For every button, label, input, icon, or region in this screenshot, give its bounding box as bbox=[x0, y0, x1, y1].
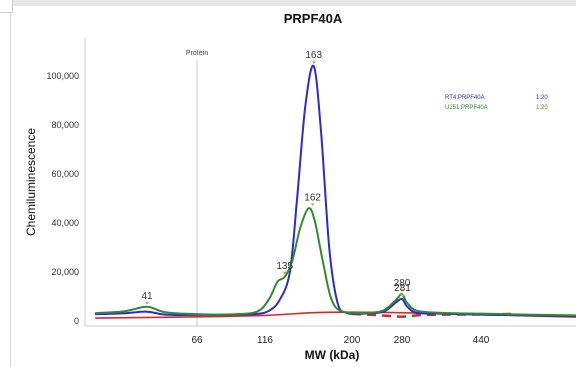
peak-label-41: 41 bbox=[141, 291, 153, 302]
peak-label-162: 162 bbox=[304, 192, 321, 203]
peak-label-163: 163 bbox=[305, 50, 322, 61]
peak-label-281: 281 bbox=[394, 283, 411, 294]
legend-entry-dilution: 1:20 bbox=[536, 105, 548, 111]
y-tick-label: 20,000 bbox=[51, 267, 79, 277]
window-corner bbox=[0, 0, 13, 13]
legend: RT4:PRPF40A 1:20 U251:PRPF40A 1:20 bbox=[445, 95, 548, 111]
peak-marker-281 bbox=[400, 293, 405, 297]
marker-layer: Protein bbox=[186, 50, 208, 326]
y-tick-labels: 0 20,000 40,000 60,000 80,000 100,000 bbox=[46, 71, 79, 326]
y-tick-label: 100,000 bbox=[46, 71, 79, 81]
series-line-rt4 bbox=[94, 64, 576, 318]
x-tick-label: 200 bbox=[344, 335, 361, 346]
x-tick-label: 116 bbox=[257, 335, 273, 346]
peak-label-135: 135 bbox=[276, 261, 293, 272]
y-axis-label: Chemiluminescence bbox=[24, 128, 38, 236]
peak-marker-280 bbox=[400, 289, 404, 293]
protein-marker-label: Protein bbox=[186, 50, 208, 57]
series-line-u251 bbox=[94, 207, 576, 317]
peak-marker-162 bbox=[310, 203, 315, 207]
x-tick-label: 66 bbox=[191, 335, 203, 346]
window-left-strip bbox=[0, 0, 11, 367]
chart-title: PRPF40A bbox=[284, 11, 343, 26]
y-tick-label: 80,000 bbox=[51, 120, 79, 130]
x-tick-labels: 66 116 200 280 440 bbox=[191, 335, 489, 346]
peak-label-280: 280 bbox=[394, 278, 411, 289]
legend-entry-name: RT4:PRPF40A bbox=[445, 95, 485, 101]
y-tick-label: 0 bbox=[74, 316, 79, 326]
legend-entry-dilution: 1:20 bbox=[536, 95, 548, 101]
legend-entry-name: U251:PRPF40A bbox=[445, 105, 488, 111]
peak-marker-41 bbox=[145, 301, 149, 305]
x-tick-label: 280 bbox=[394, 335, 411, 346]
series-layer bbox=[94, 64, 576, 318]
x-axis-label: MW (kDa) bbox=[305, 348, 360, 362]
baseline-dashed bbox=[351, 312, 515, 318]
peak-marker-135 bbox=[282, 271, 287, 275]
y-tick-label: 60,000 bbox=[51, 169, 79, 179]
x-tick-label: 440 bbox=[473, 335, 490, 346]
peak-marker-163 bbox=[311, 61, 316, 65]
y-tick-label: 40,000 bbox=[51, 218, 79, 228]
window-top-strip bbox=[0, 0, 576, 6]
